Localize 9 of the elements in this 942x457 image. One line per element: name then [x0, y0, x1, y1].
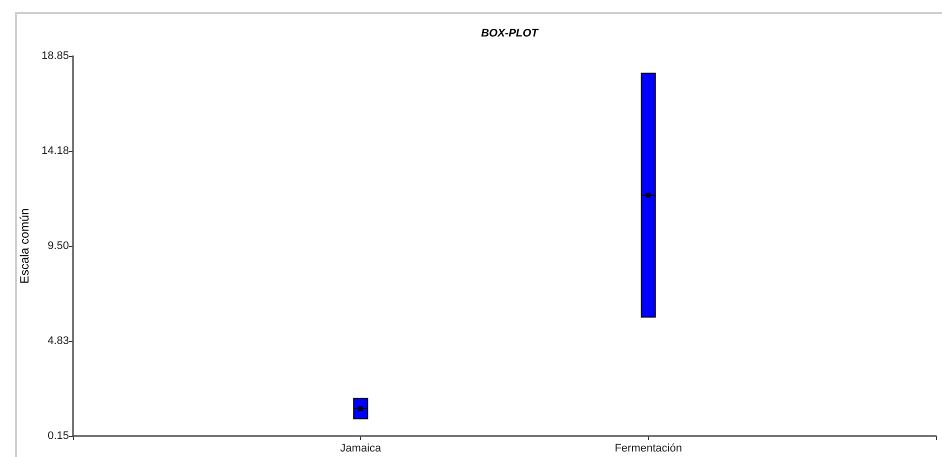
y-tick-label: 18.85: [41, 50, 69, 62]
y-tick-label: 4.83: [48, 335, 69, 347]
x-tick-label: Fermentación: [614, 442, 682, 454]
chart-title: BOX-PLOT: [481, 28, 540, 40]
x-tick-label: Jamaica: [340, 442, 382, 454]
y-axis-title: Escala común: [18, 208, 32, 284]
y-tick-label: 14.18: [41, 145, 69, 157]
y-tick-label: 0.15: [48, 430, 69, 442]
y-tick-label: 9.50: [48, 240, 69, 252]
